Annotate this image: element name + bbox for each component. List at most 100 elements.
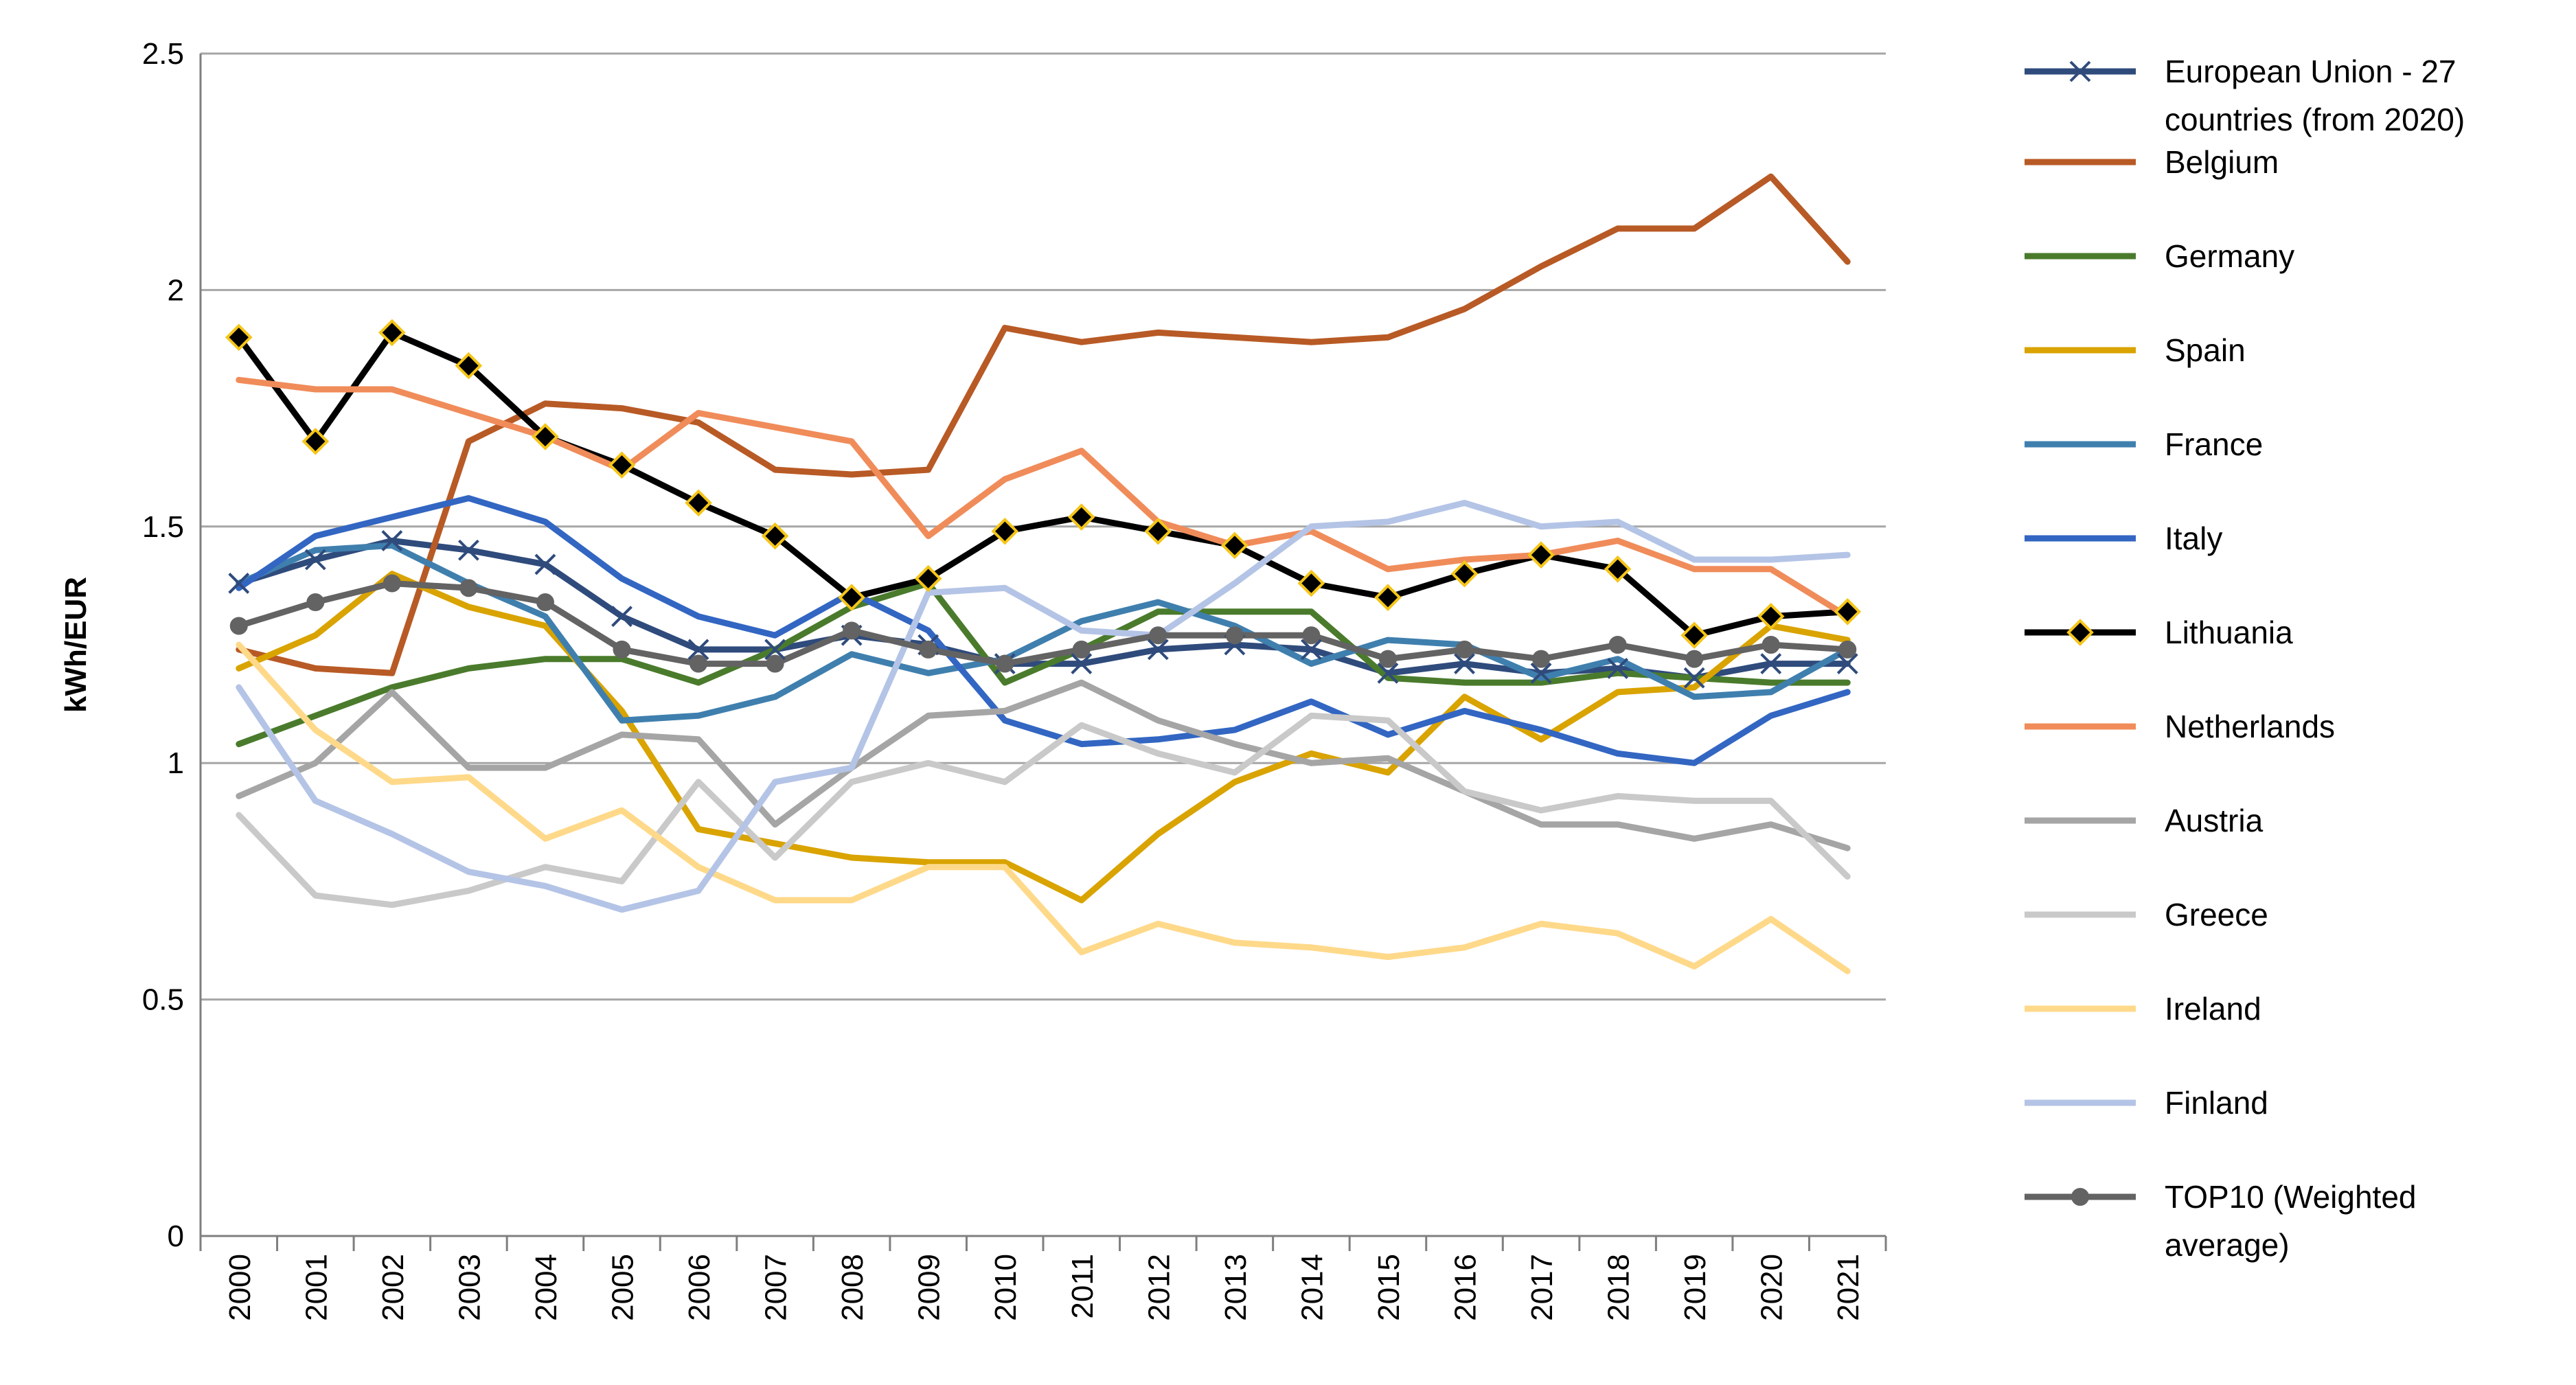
legend-marker: [2069, 60, 2091, 82]
legend-label: countries (from 2020): [2165, 102, 2465, 137]
data-point-top10-weighted-average: [229, 617, 248, 635]
legend-label: Germany: [2165, 238, 2294, 274]
legend-marker: [2071, 1188, 2089, 1206]
legend-entry-lithuania: Lithuania: [2025, 615, 2293, 650]
legend-entry-top10-weighted-average: TOP10 (Weighted average): [2025, 1179, 2417, 1263]
x-tick-label: 2005: [606, 1254, 640, 1321]
data-point-european-union-27-countries-from-2020: [1530, 662, 1552, 684]
data-point-european-union-27-countries-from-2020: [1377, 662, 1399, 684]
data-point-lithuania: [608, 451, 636, 479]
data-point-top10-weighted-average: [306, 593, 325, 612]
x-tick-label: 2000: [223, 1254, 257, 1321]
data-point-lithuania: [1680, 621, 1708, 650]
x-tick-label: 2002: [376, 1254, 410, 1321]
data-point-lithuania: [1374, 584, 1402, 611]
data-point-top10-weighted-average: [1302, 626, 1321, 645]
y-tick-label: 2: [168, 273, 184, 307]
data-point-lithuania: [685, 489, 712, 517]
data-point-european-union-27-countries-from-2020: [764, 639, 786, 661]
legend-label: Spain: [2165, 332, 2246, 368]
data-point-european-union-27-countries-from-2020: [1147, 639, 1169, 661]
legend-label: TOP10 (Weighted: [2165, 1179, 2417, 1215]
x-tick-label: 2021: [1832, 1254, 1865, 1321]
y-tick-label: 2.5: [142, 37, 184, 71]
legend-label: European Union - 27: [2165, 54, 2457, 89]
series-line-top10-weighted-average: [236, 580, 1851, 667]
x-tick-label: 2011: [1066, 1254, 1099, 1319]
x-tick-label: 2004: [529, 1254, 563, 1321]
data-point-top10-weighted-average: [1225, 626, 1244, 645]
data-point-top10-weighted-average: [1762, 636, 1780, 654]
data-point-top10-weighted-average: [536, 593, 554, 612]
axes: 0 0.5 1 1.5 2 2.5 kWh/EUR 2000 2001 2002 2003 2004 2…: [59, 37, 1887, 1321]
data-point-top10-weighted-average: [459, 579, 478, 597]
series-line-ireland: [236, 641, 1851, 974]
x-tick-label: 2001: [299, 1254, 333, 1321]
data-point-european-union-27-countries-from-2020: [1607, 658, 1629, 679]
x-tick-label: 2019: [1678, 1254, 1712, 1321]
data-point-top10-weighted-average: [1608, 636, 1627, 654]
legend-label: Italy: [2165, 520, 2222, 556]
data-point-top10-weighted-average: [1378, 650, 1397, 668]
data-point-european-union-27-countries-from-2020: [534, 553, 556, 575]
data-point-lithuania: [838, 584, 865, 611]
data-point-top10-weighted-average: [1072, 640, 1091, 659]
legend-label: Austria: [2165, 803, 2264, 838]
legend-entry-netherlands: Netherlands: [2025, 709, 2335, 744]
legend-label: France: [2165, 426, 2263, 462]
x-tick-label: 2015: [1372, 1254, 1406, 1321]
data-point-european-union-27-countries-from-2020: [1071, 653, 1093, 674]
legend-entry-austria: Austria: [2025, 803, 2264, 838]
legend-label: Finland: [2165, 1085, 2268, 1121]
legend-entry-greece: Greece: [2025, 897, 2268, 932]
data-point-top10-weighted-average: [766, 654, 784, 673]
series-line-italy: [236, 495, 1851, 766]
legend-entry-france: France: [2025, 426, 2263, 462]
series-line-finland: [236, 499, 1851, 913]
x-tick-label: 2010: [989, 1254, 1023, 1321]
x-tick-label: 2014: [1295, 1254, 1329, 1321]
x-tick-label: 2013: [1219, 1254, 1253, 1321]
y-tick-label: 0: [168, 1220, 184, 1253]
gridlines: [201, 52, 1886, 1237]
y-tick-label: 1: [168, 746, 184, 780]
legend-label: Belgium: [2165, 144, 2279, 180]
x-tick-label: 2008: [836, 1254, 869, 1321]
data-point-top10-weighted-average: [613, 640, 631, 659]
y-tick-label: 0.5: [142, 983, 184, 1017]
data-point-lithuania: [1604, 555, 1632, 583]
series-line-germany: [236, 580, 1851, 748]
legend-marker: [2066, 619, 2094, 646]
series-line-austria: [236, 679, 1851, 851]
legend-label: average): [2165, 1227, 2290, 1263]
series-line-spain: [236, 571, 1851, 904]
x-tick-label: 2016: [1449, 1254, 1483, 1321]
data-point-european-union-27-countries-from-2020: [687, 639, 709, 661]
data-point-lithuania: [1221, 531, 1249, 560]
data-point-lithuania: [455, 352, 483, 380]
legend-entry-european-union-27-countries-from-2020: European Union - 27 countries (from 2020): [2025, 54, 2465, 137]
series-lines: [236, 173, 1851, 974]
x-tick-label: 2007: [760, 1254, 793, 1321]
data-point-european-union-27-countries-from-2020: [1760, 653, 1782, 674]
y-tick-label: 1.5: [142, 510, 184, 544]
data-point-european-union-27-countries-from-2020: [1300, 639, 1322, 661]
data-point-top10-weighted-average: [1455, 640, 1474, 659]
series-line-belgium: [236, 173, 1851, 676]
x-tick-label: 2018: [1602, 1254, 1636, 1321]
legend: European Union - 27 countries (from 2020)…: [2025, 54, 2465, 1263]
data-point-top10-weighted-average: [383, 574, 401, 593]
data-point-european-union-27-countries-from-2020: [228, 573, 250, 594]
series-markers: [225, 319, 1862, 689]
data-point-lithuania: [1297, 569, 1325, 597]
data-point-lithuania: [532, 423, 559, 450]
legend-entry-spain: Spain: [2025, 332, 2246, 368]
data-point-lithuania: [225, 323, 253, 352]
x-tick-label: 2006: [683, 1254, 716, 1321]
data-point-european-union-27-countries-from-2020: [304, 549, 326, 571]
data-point-top10-weighted-average: [996, 654, 1014, 673]
legend-entry-germany: Germany: [2025, 238, 2294, 274]
data-point-lithuania: [914, 564, 942, 593]
